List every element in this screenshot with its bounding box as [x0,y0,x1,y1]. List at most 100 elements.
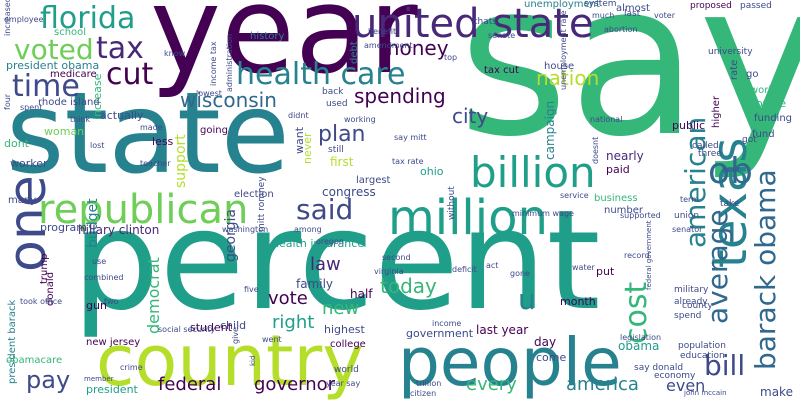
word: federal [158,374,222,395]
word: deficit [452,265,477,274]
word: state [6,69,290,199]
word: proposed [690,1,732,11]
word: legislation [620,333,662,342]
word: program [40,221,87,234]
word: already [674,297,708,307]
word: voted [14,33,94,66]
word: administration [225,33,234,92]
word: lowest [196,89,222,98]
word: every [466,374,517,395]
word: worker [10,157,48,170]
word: go [746,69,759,80]
word: rhode island [38,97,100,108]
word: nearly [606,149,644,163]
word: system [584,0,617,9]
word: tax rate [392,157,424,166]
word: president obama [6,59,100,72]
word: new jersey [86,337,141,348]
word: term [680,195,699,204]
word: spending [354,84,446,108]
word: student [190,321,233,334]
word: water [572,263,595,272]
word: gun [86,299,107,312]
word: going [200,125,228,136]
word: largest [356,175,391,186]
word: hillary clinton [78,223,160,237]
word: used [326,99,348,109]
word: united state [352,1,594,47]
word: hour [722,165,741,174]
word: health care [236,57,406,92]
word: military [674,285,709,295]
word: got [742,135,757,145]
word: fund [752,129,775,140]
word: income tax [209,41,218,86]
word: lost [90,141,105,150]
word: think [70,115,91,124]
word: wisconsin [180,88,277,112]
word: national [590,115,623,124]
word: population [678,341,726,351]
word: went [262,335,282,344]
word: obamacare [6,355,63,366]
word: history [250,31,285,42]
word: tax cut [484,65,519,76]
word: last year [476,323,529,337]
word: federal government [645,220,653,290]
word: government [406,327,474,340]
word: john mccain [684,389,727,397]
word: funding [754,113,793,124]
word: much [592,11,615,20]
word: four [3,93,12,110]
word: half [350,287,373,301]
word: rate [729,59,740,80]
word: day [534,335,557,349]
word: act [486,261,499,270]
word: increased [3,0,12,36]
word: world [334,365,359,375]
word: new [322,298,360,319]
word: record [624,251,650,260]
word: month [560,295,596,308]
word: two [104,297,119,306]
word: family [296,277,334,291]
word: unemployment [524,0,600,10]
word: unemployment rate [559,10,568,91]
word: combined [84,273,124,282]
word: time [12,69,80,104]
word: dont [4,137,29,150]
word: thats [474,17,497,27]
word: second [382,253,411,262]
word: florida [40,1,136,36]
word: college [330,339,366,350]
word: kid [249,355,257,366]
word: took office [20,297,63,306]
word: employee [4,15,44,24]
word: public [672,119,706,132]
word: didnt [288,111,309,120]
word: education [680,351,725,361]
word: back [322,87,344,97]
word: health insurance [272,237,365,250]
word: president [86,383,138,396]
word: paid [606,163,630,176]
word: give [231,327,240,344]
word: higher [711,95,722,128]
word: vote [268,288,308,309]
word: number [604,205,644,216]
word: come [536,351,567,364]
word: medicare [50,69,97,80]
word: last [624,9,641,19]
word: woman [44,125,85,138]
word: today [380,274,437,298]
word: without [447,186,457,220]
word: school [54,27,87,38]
word: social security [158,325,216,334]
word: supported [620,211,661,220]
word: even [666,376,706,395]
word: governor [254,374,336,395]
word: less [152,135,174,148]
word: say [458,0,800,183]
word: voter [654,11,675,20]
word: county [682,301,713,311]
